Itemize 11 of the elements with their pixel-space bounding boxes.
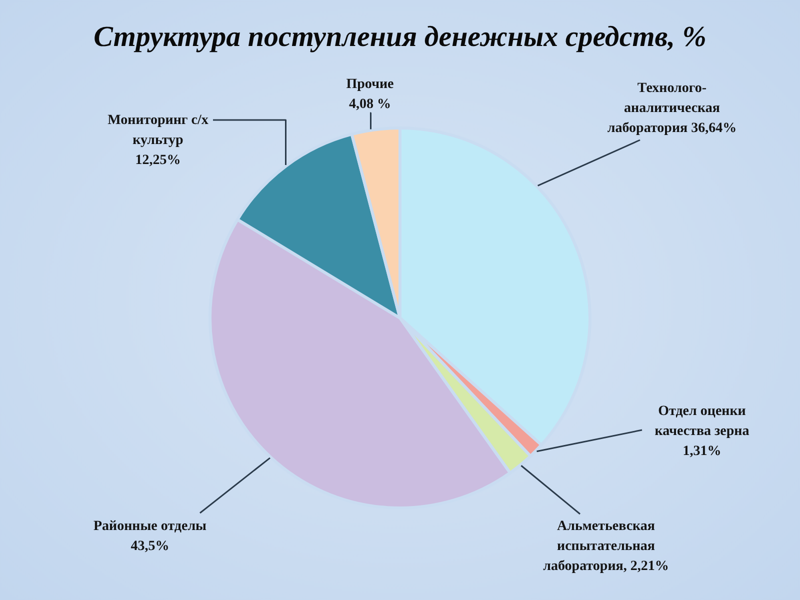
slice-label: Отдел оценки качества зерна xyxy=(654,404,750,439)
slice-label: Районные отделы xyxy=(94,519,207,534)
slice-label: Технолого-аналитическая лаборатория 36,64% xyxy=(607,81,737,136)
slice-label: Прочие xyxy=(346,77,394,92)
data-label: 4,08 % xyxy=(349,97,391,112)
chart-title: Структура поступления денежных средств, % xyxy=(94,21,706,53)
data-label: 12,25% xyxy=(135,153,181,168)
slice-label: Мониторинг с/х культур xyxy=(108,113,208,148)
slice-label: Альметьевская испытательная лаборатория, 2,21% xyxy=(543,519,669,574)
data-label: 43,5% xyxy=(130,539,170,554)
data-label: 1,31% xyxy=(682,444,722,459)
